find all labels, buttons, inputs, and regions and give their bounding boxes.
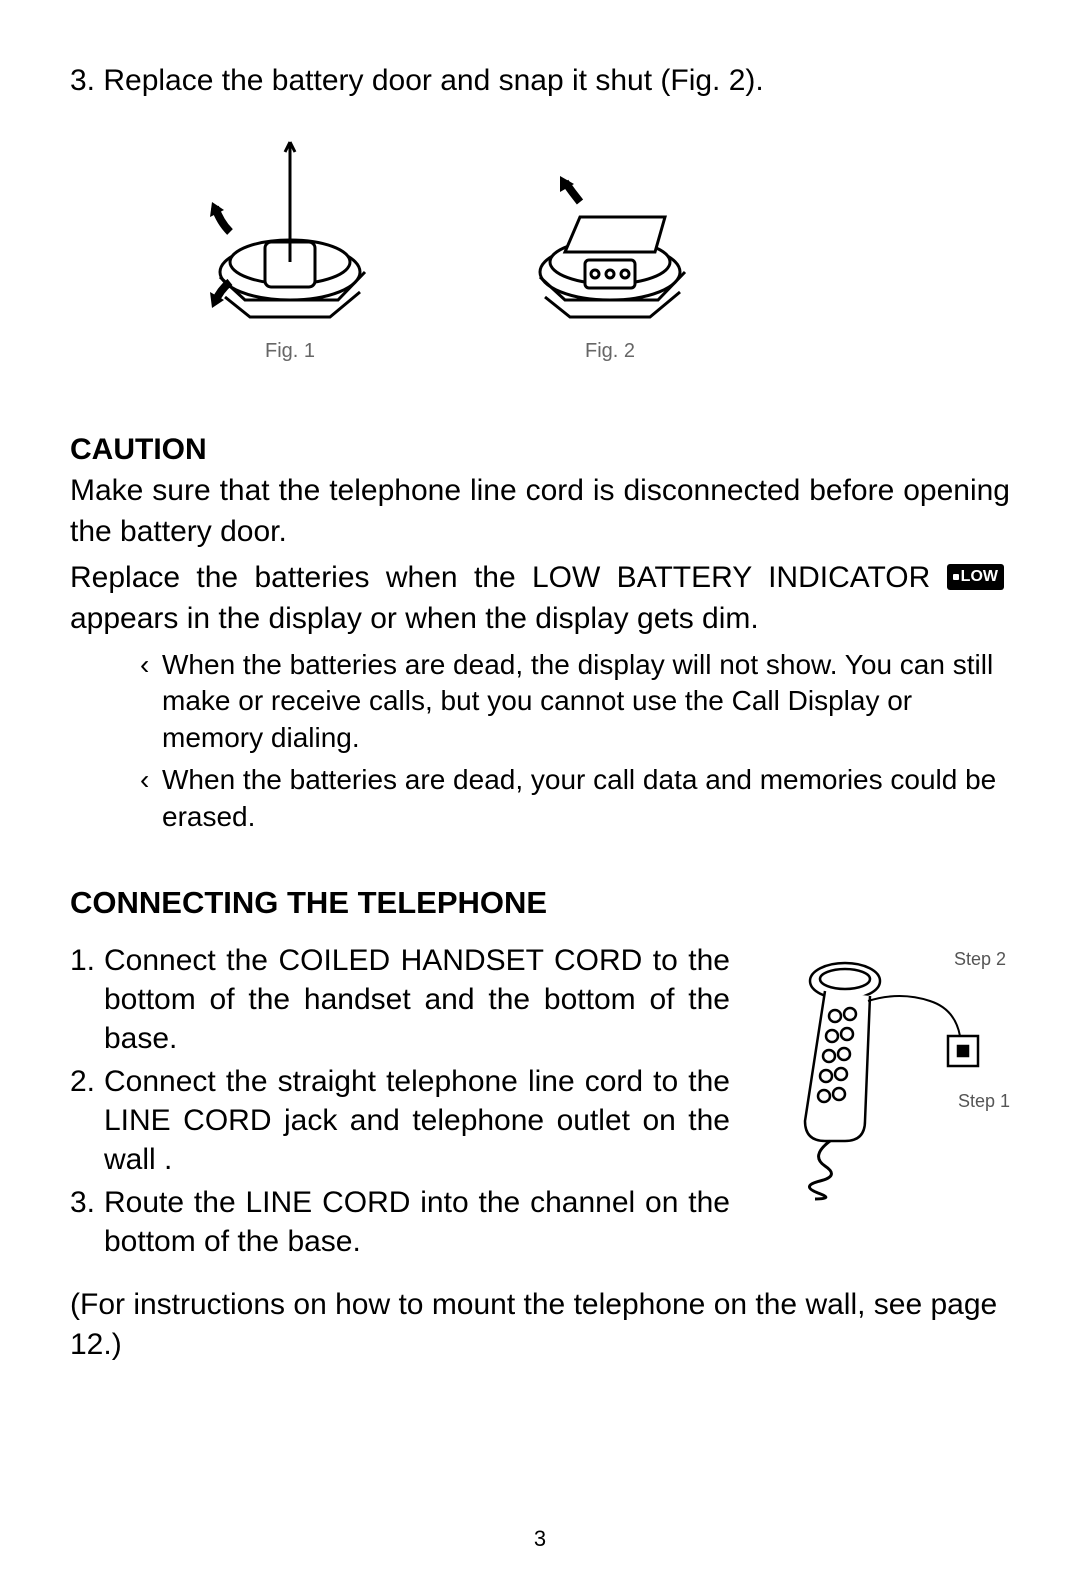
figure-1-block: Fig. 1 — [190, 132, 390, 363]
caution-para-2-prefix: Replace the batteries when the LOW BATTE… — [70, 561, 930, 594]
step-number: 2. — [70, 1062, 104, 1179]
connect-step-2: 2. Connect the straight telephone line c… — [70, 1062, 730, 1179]
step-3-text: 3. Replace the battery door and snap it … — [70, 60, 1010, 102]
connect-step-2-text: Connect the straight telephone line cord… — [104, 1062, 730, 1179]
wall-mount-note: (For instructions on how to mount the te… — [70, 1285, 1010, 1366]
connecting-illustration: Step 2 Step 1 — [750, 941, 1010, 1265]
connecting-row: 1. Connect the COILED HANDSET CORD to th… — [70, 941, 1010, 1265]
figure-2-block: Fig. 2 — [510, 132, 710, 363]
illus-step1-label: Step 1 — [958, 1091, 1010, 1112]
figure-1-caption: Fig. 1 — [265, 340, 315, 363]
connect-step-1-text: Connect the COILED HANDSET CORD to the b… — [104, 941, 730, 1058]
low-battery-badge: LOW — [947, 564, 1004, 590]
connecting-steps: 1. Connect the COILED HANDSET CORD to th… — [70, 941, 730, 1265]
figure-1-image — [190, 132, 390, 332]
connect-step-3: 3. Route the LINE CORD into the channel … — [70, 1183, 730, 1261]
figure-2-caption: Fig. 2 — [585, 340, 635, 363]
figures-row: Fig. 1 Fig. 2 — [70, 132, 1010, 363]
page-number: 3 — [0, 1526, 1080, 1552]
step-number: 3. — [70, 1183, 104, 1261]
connecting-heading: CONNECTING THE TELEPHONE — [70, 885, 1010, 921]
bullet-marker: ‹ — [140, 762, 162, 835]
caution-bullet-2: ‹ When the batteries are dead, your call… — [140, 762, 1010, 835]
bullet-marker: ‹ — [140, 647, 162, 756]
caution-para-2: Replace the batteries when the LOW BATTE… — [70, 558, 1010, 639]
caution-para-2-suffix: appears in the display or when the displ… — [70, 602, 759, 635]
caution-bullets: ‹ When the batteries are dead, the displ… — [70, 647, 1010, 835]
caution-bullet-2-text: When the batteries are dead, your call d… — [162, 762, 1010, 835]
caution-para-1: Make sure that the telephone line cord i… — [70, 471, 1010, 552]
step-number: 1. — [70, 941, 104, 1058]
caution-heading: CAUTION — [70, 433, 1010, 467]
caution-bullet-1-text: When the batteries are dead, the display… — [162, 647, 1010, 756]
caution-bullet-1: ‹ When the batteries are dead, the displ… — [140, 647, 1010, 756]
figure-2-image — [510, 132, 710, 332]
connect-step-1: 1. Connect the COILED HANDSET CORD to th… — [70, 941, 730, 1058]
illus-step2-label: Step 2 — [954, 949, 1006, 970]
connect-step-3-text: Route the LINE CORD into the channel on … — [104, 1183, 730, 1261]
